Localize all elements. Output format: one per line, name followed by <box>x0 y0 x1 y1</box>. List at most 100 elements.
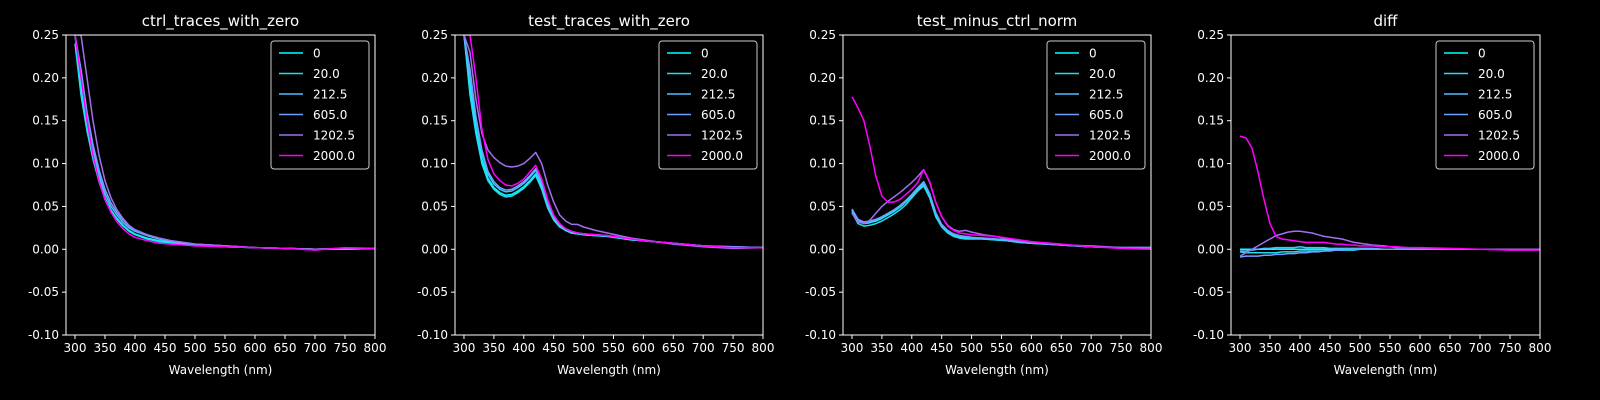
x-tick-label: 500 <box>960 341 983 355</box>
y-tick-label: 0.10 <box>421 157 448 171</box>
x-tick-label: 450 <box>542 341 565 355</box>
y-tick-label: 0.15 <box>32 114 59 128</box>
y-tick-label: 0.05 <box>1197 199 1224 213</box>
y-tick-label: -0.10 <box>805 328 836 342</box>
x-axis-label: Wavelength (nm) <box>169 363 273 377</box>
y-tick-label: 0.20 <box>32 71 59 85</box>
x-tick-label: 700 <box>1080 341 1103 355</box>
y-tick-label: 0.15 <box>421 114 448 128</box>
x-tick-label: 700 <box>692 341 715 355</box>
x-tick-label: 300 <box>453 341 476 355</box>
y-tick-label: 0.05 <box>32 199 59 213</box>
y-tick-label: 0.00 <box>32 242 59 256</box>
x-tick-label: 450 <box>930 341 953 355</box>
plot-area <box>74 35 375 251</box>
series-line-2000-0 <box>851 96 1151 251</box>
y-tick-label: 0.20 <box>809 71 836 85</box>
x-tick-label: 800 <box>1140 341 1163 355</box>
legend-label: 605.0 <box>701 108 735 122</box>
series-line-605-0 <box>1239 248 1540 258</box>
legend-label: 0 <box>1478 47 1486 61</box>
x-tick-label: 400 <box>900 341 923 355</box>
x-axis-label: Wavelength (nm) <box>945 363 1049 377</box>
chart-panel-1: ctrl_traces_with_zero 300 350 400 450 500 550 6… <box>28 12 387 377</box>
axes-frame <box>454 34 764 336</box>
legend-label: 0 <box>701 47 709 61</box>
x-tick-label: 750 <box>334 341 357 355</box>
x-tick-label: 550 <box>990 341 1013 355</box>
legend-label: 212.5 <box>313 88 347 102</box>
x-tick-label: 800 <box>752 341 775 355</box>
series-line-2000-0 <box>1239 135 1540 251</box>
x-tick-label: 550 <box>214 341 237 355</box>
x-tick-label: 350 <box>1259 341 1282 355</box>
y-tick-label: 0.15 <box>1197 114 1224 128</box>
x-tick-label: 500 <box>1349 341 1372 355</box>
x-tick-label: 700 <box>304 341 327 355</box>
legend-label: 20.0 <box>313 67 340 81</box>
legend-label: 0 <box>313 47 321 61</box>
series-line-20-0 <box>851 185 1151 249</box>
legend-label: 1202.5 <box>1478 129 1520 143</box>
x-tick-label: 300 <box>1229 341 1252 355</box>
x-axis-label: Wavelength (nm) <box>1334 363 1438 377</box>
x-tick-label: 550 <box>1379 341 1402 355</box>
x-tick-label: 450 <box>154 341 177 355</box>
y-tick-label: 0.10 <box>32 157 59 171</box>
series-line-2000-0 <box>464 35 763 249</box>
x-tick-label: 600 <box>632 341 655 355</box>
plot-area <box>851 96 1151 251</box>
y-tick-label: 0.20 <box>1197 71 1224 85</box>
x-tick-label: 600 <box>244 341 267 355</box>
x-tick-label: 350 <box>482 341 505 355</box>
x-tick-label: 500 <box>572 341 595 355</box>
y-tick-label: -0.10 <box>417 328 448 342</box>
legend: 0 20.0 212.5 605.0 1202.5 2000.0 <box>658 40 758 170</box>
legend-label: 212.5 <box>1478 88 1512 102</box>
legend-label: 20.0 <box>1089 67 1116 81</box>
legend-label: 0 <box>1089 47 1097 61</box>
y-tick-label: 0.25 <box>421 28 448 42</box>
y-tick-label: 0.00 <box>809 242 836 256</box>
y-tick-label: 0.25 <box>1197 28 1224 42</box>
chart-title: ctrl_traces_with_zero <box>142 12 299 31</box>
x-axis-label: Wavelength (nm) <box>557 363 661 377</box>
x-tick-label: 650 <box>1439 341 1462 355</box>
chart-title: test_minus_ctrl_norm <box>917 12 1078 31</box>
axes-frame <box>65 34 376 336</box>
y-tick-label: 0.20 <box>421 71 448 85</box>
chart-panel-2: test_traces_with_zero 300 350 400 450 500 550 6… <box>417 12 775 377</box>
chart-panel-4: diff 300 350 400 450 500 550 600 650 700 750 800 -0.… <box>1193 12 1552 377</box>
x-tick-label: 600 <box>1020 341 1043 355</box>
plot-area <box>463 35 763 250</box>
legend-label: 2000.0 <box>701 149 743 163</box>
x-tick-label: 300 <box>64 341 87 355</box>
legend-label: 1202.5 <box>313 129 355 143</box>
chart-title: test_traces_with_zero <box>528 12 690 31</box>
legend-label: 2000.0 <box>313 149 355 163</box>
legend-label: 605.0 <box>1478 108 1512 122</box>
x-tick-label: 500 <box>184 341 207 355</box>
x-tick-label: 750 <box>722 341 745 355</box>
y-tick-label: -0.05 <box>1193 285 1224 299</box>
x-tick-label: 600 <box>1409 341 1432 355</box>
legend-label: 212.5 <box>1089 88 1123 102</box>
x-tick-label: 300 <box>841 341 864 355</box>
y-tick-label: -0.05 <box>28 285 59 299</box>
y-tick-label: 0.10 <box>1197 157 1224 171</box>
legend-label: 605.0 <box>313 108 347 122</box>
legend-label: 20.0 <box>1478 67 1505 81</box>
axes-frame <box>842 34 1152 336</box>
y-tick-label: 0.00 <box>1197 242 1224 256</box>
series-line-1202-5 <box>463 35 763 250</box>
y-tick-label: 0.25 <box>32 28 59 42</box>
y-tick-label: 0.00 <box>421 242 448 256</box>
chart-title: diff <box>1373 12 1398 30</box>
chart-panel-3: test_minus_ctrl_norm 300 350 400 450 500 550 60… <box>805 12 1163 377</box>
x-tick-label: 450 <box>1319 341 1342 355</box>
y-tick-label: -0.05 <box>805 285 836 299</box>
legend-label: 1202.5 <box>701 129 743 143</box>
y-tick-label: -0.05 <box>417 285 448 299</box>
